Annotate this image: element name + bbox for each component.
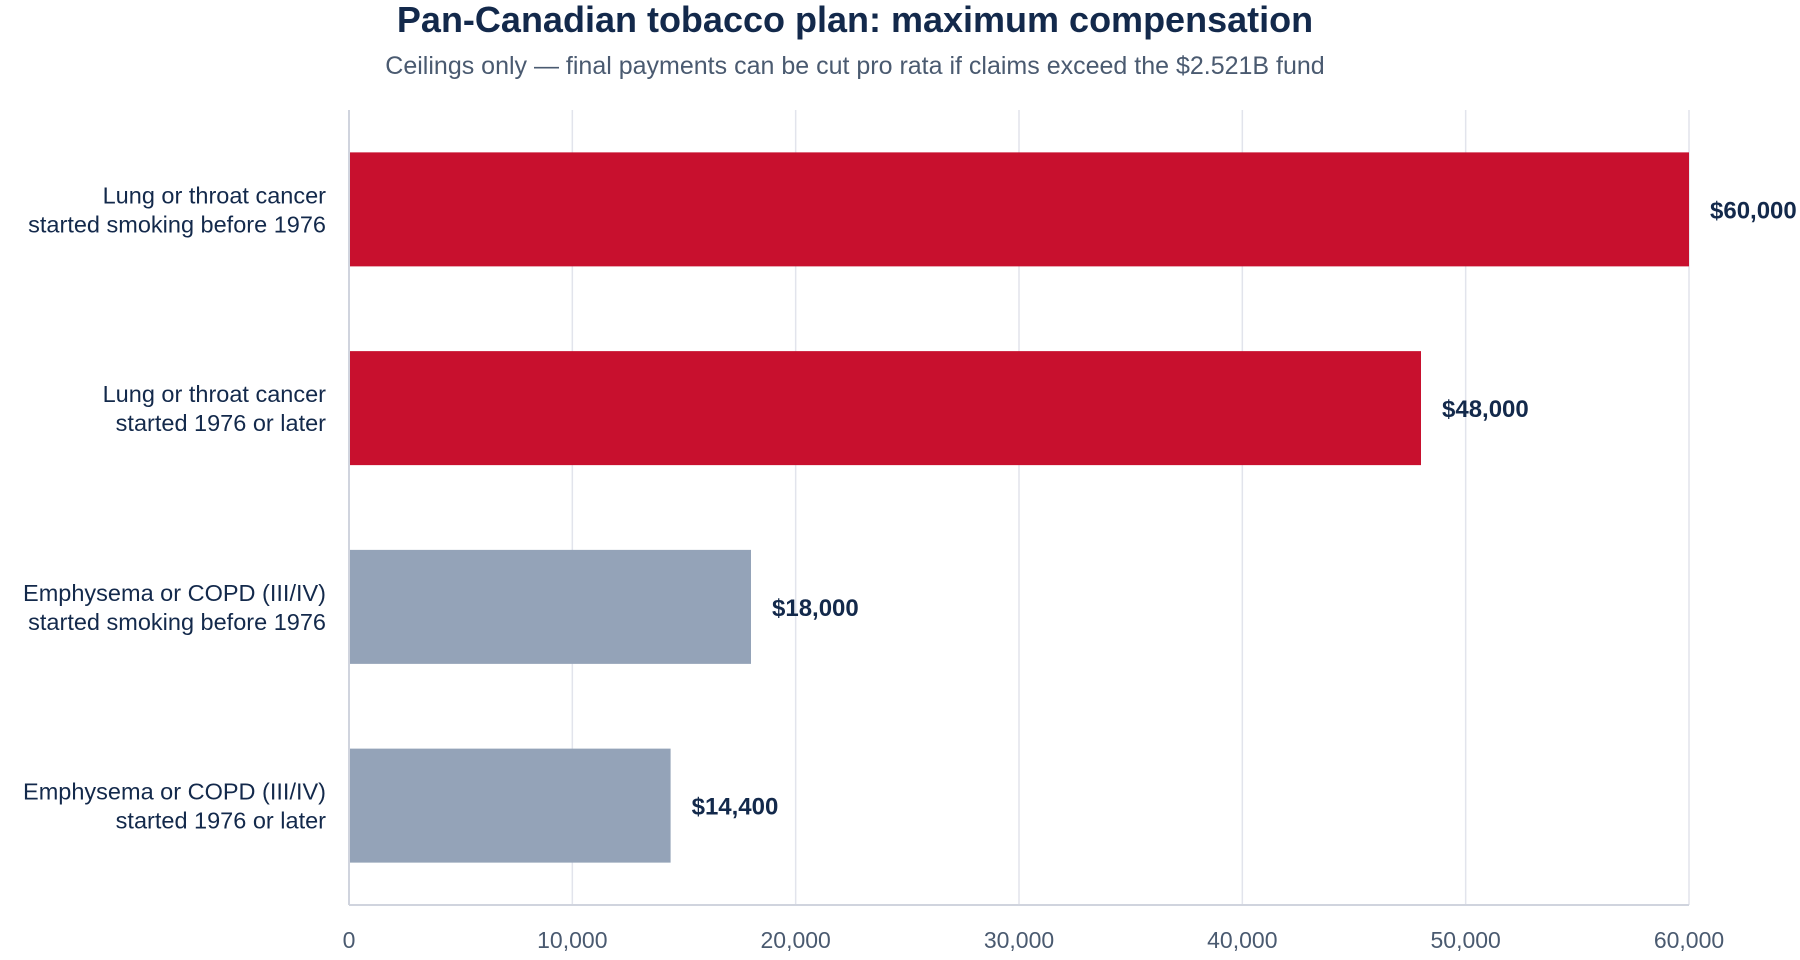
x-tick-label: 20,000 (760, 927, 830, 953)
x-tick-label: 30,000 (984, 927, 1054, 953)
x-axis-tick-labels: 0 10,000 20,000 30,000 40,000 50,000 60,000 (343, 927, 1725, 953)
bars (349, 152, 1689, 863)
bar (349, 748, 671, 863)
data-label: $60,000 (1710, 197, 1797, 224)
bar (349, 351, 1421, 466)
x-tick-label: 10,000 (537, 927, 607, 953)
data-label: $14,400 (692, 794, 779, 821)
data-label: $18,000 (772, 595, 859, 622)
x-tick-label: 0 (343, 927, 356, 953)
category-label: Emphysema or COPD (III/IV) started smokin… (23, 580, 326, 635)
x-tick-label: 60,000 (1654, 927, 1724, 953)
category-label: Lung or throat cancer started smoking bef… (28, 182, 326, 237)
x-tick-label: 40,000 (1207, 927, 1277, 953)
bar (349, 549, 751, 664)
data-labels: $60,000 $48,000 $18,000 $14,400 (692, 197, 1797, 820)
category-label: Lung or throat cancer started 1976 or lat… (103, 381, 327, 436)
chart-subtitle: Ceilings only — final payments can be cu… (385, 52, 1324, 80)
category-labels: Lung or throat cancer started smoking bef… (23, 182, 326, 833)
bar (349, 152, 1689, 267)
chart-title: Pan-Canadian tobacco plan: maximum compe… (397, 0, 1313, 40)
category-label: Emphysema or COPD (III/IV) started 1976 o… (23, 779, 326, 834)
data-label: $48,000 (1442, 396, 1529, 423)
x-tick-label: 50,000 (1430, 927, 1500, 953)
